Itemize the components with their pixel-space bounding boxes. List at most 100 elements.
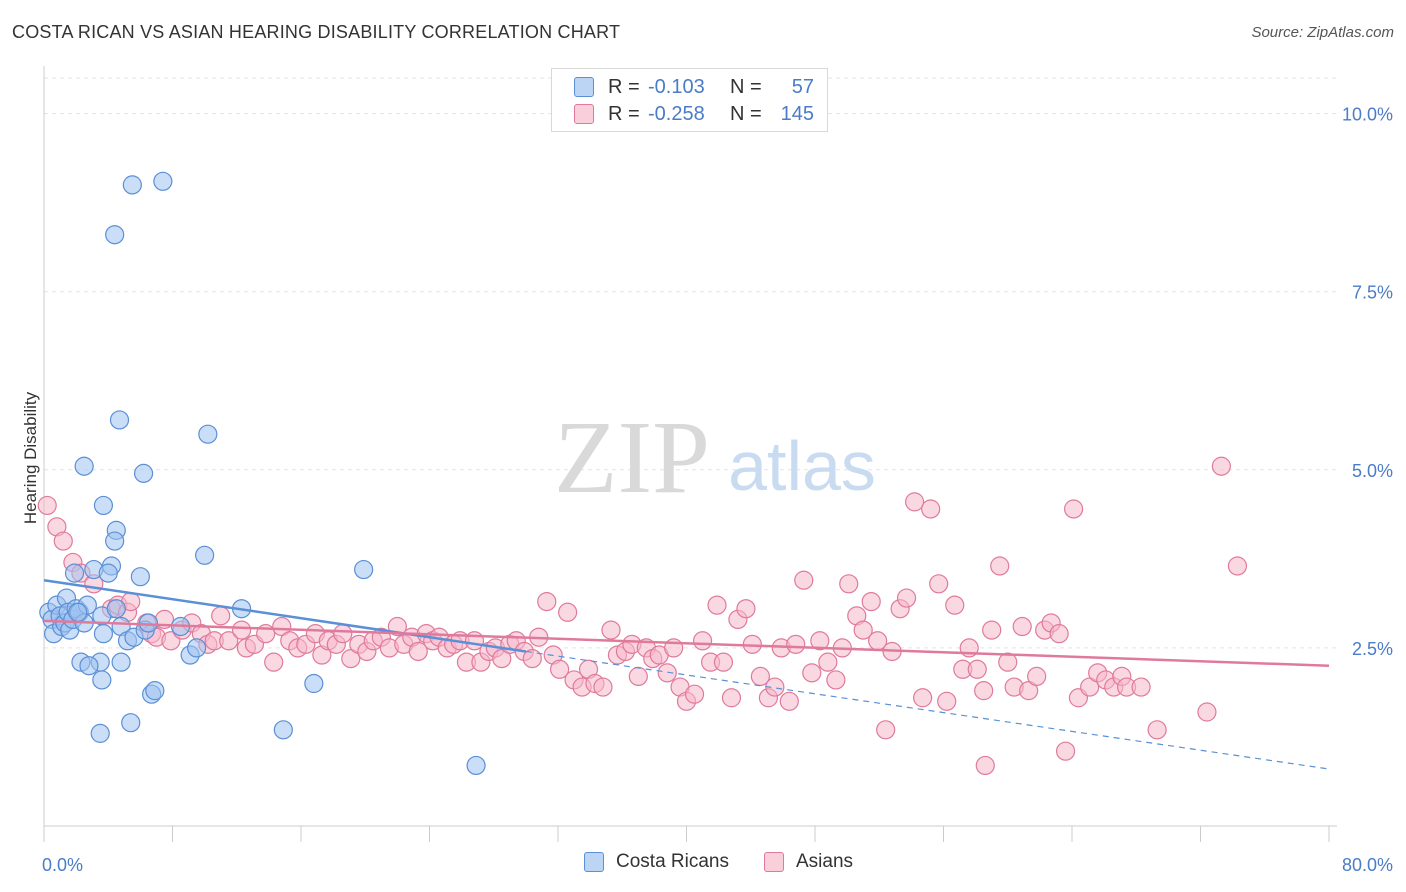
costa-rican-point [106,599,126,619]
axes [43,66,1337,842]
costa-rican-point [354,559,374,580]
asian-point [1227,556,1248,576]
costa-rican-point [92,670,112,690]
asian-point [1049,624,1069,644]
legend-r-label: R = [608,75,640,98]
asian-point [802,663,822,683]
asian-point [1012,616,1032,637]
asian-point [929,574,949,594]
legend-row-costa-rican: R = -0.103 N = 57 [574,75,814,99]
asian-point [921,499,941,519]
x-tick-label: 80.0% [1342,855,1393,875]
asian-point [53,531,73,551]
costa-rican-point [68,602,88,622]
costa-rican-point [273,720,293,740]
asian-point [37,495,57,516]
y-tick-label: 2.5% [1352,639,1393,659]
asian-point [1064,499,1084,519]
grid-lines [44,77,1337,649]
asian-point [558,602,578,622]
y-tick-label: 10.0% [1342,105,1393,125]
watermark-zip: ZIP [554,400,710,515]
costa-rican-point [130,567,150,587]
legend-swatch-asian [574,104,594,124]
asian-point [1147,720,1167,740]
asian-point [736,599,756,619]
costa-rican-point [105,531,125,551]
asian-point [231,620,252,640]
costa-rican-point [198,424,218,444]
asian-point [896,588,917,608]
asian-point [550,659,570,679]
costa-rican-trend-extension [525,650,1330,770]
legend-n-label: N = [730,102,762,125]
costa-rican-point [111,652,131,672]
costa-rican-point [195,545,215,565]
asian-point [937,691,957,711]
costa-rican-point [304,673,324,694]
bottom-legend-label-asian: Asians [796,851,854,872]
costa-rican-trend-line [43,578,527,653]
legend-swatch-costa-rican [574,77,594,97]
asian-point [713,652,734,672]
costa-rican-point [90,723,110,743]
chart-source: Source: ZipAtlas.com [1251,24,1394,41]
asian-point [1027,666,1047,687]
asian-point [1197,702,1217,722]
asian-series [37,456,1248,776]
asian-point [861,591,881,612]
costa-rican-point [109,410,130,430]
asian-point [786,634,806,654]
asian-point [853,620,873,640]
asian-point [904,492,925,512]
asian-point [967,659,987,679]
asian-point [794,570,814,590]
costa-rican-point [122,175,142,195]
chart-title: COSTA RICAN VS ASIAN HEARING DISABILITY … [12,22,621,42]
asian-point [593,677,613,697]
costa-rican-point [93,624,114,644]
bottom-legend-swatch-asian [764,852,784,872]
asian-point [818,652,838,672]
costa-rican-point [138,613,159,633]
legend-r-value: -0.258 [648,102,705,125]
asian-point [264,652,284,672]
legend: R = -0.103 N = 57 R = -0.258 N = 145 [551,68,828,132]
legend-r-label: R = [608,102,640,125]
legend-n-label: N = [730,75,762,98]
costa-rican-point [98,563,118,583]
asian-point [211,606,231,626]
costa-rican-point [79,656,99,676]
bottom-legend-swatch-costa-rican [584,852,604,872]
asian-point [982,620,1002,640]
tick-labels: 2.5% 5.0% 7.5% 10.0% 0.0% 80.0% [42,105,1393,875]
asian-point [1211,456,1231,476]
watermark: ZIP atlas [554,400,876,515]
legend-n-value: 145 [780,102,814,125]
costa-rican-point [153,171,173,191]
asian-point [975,755,995,776]
asian-point [974,681,994,701]
y-tick-label: 7.5% [1352,283,1393,303]
costa-rican-point [74,456,94,476]
costa-rican-point [186,638,207,658]
asian-point [779,691,799,711]
y-tick-label: 5.0% [1352,461,1393,481]
asian-point [990,556,1010,576]
costa-rican-point [93,495,114,516]
asian-point [601,620,621,640]
legend-row-asian: R = -0.258 N = 145 [574,102,814,126]
asian-point [913,688,933,708]
costa-rican-series [39,171,486,776]
asian-point [219,631,239,651]
asian-point [839,574,859,594]
costa-rican-point [145,681,165,701]
bottom-legend-asian: Asians [764,851,853,873]
watermark-atlas: atlas [728,427,876,505]
asian-point [692,631,713,651]
costa-rican-point [133,463,154,483]
bottom-legend-costa-rican: Costa Ricans [584,851,729,873]
asian-point [1131,677,1151,697]
asian-point [657,663,677,683]
bottom-legend-label-costa-rican: Costa Ricans [616,851,729,872]
